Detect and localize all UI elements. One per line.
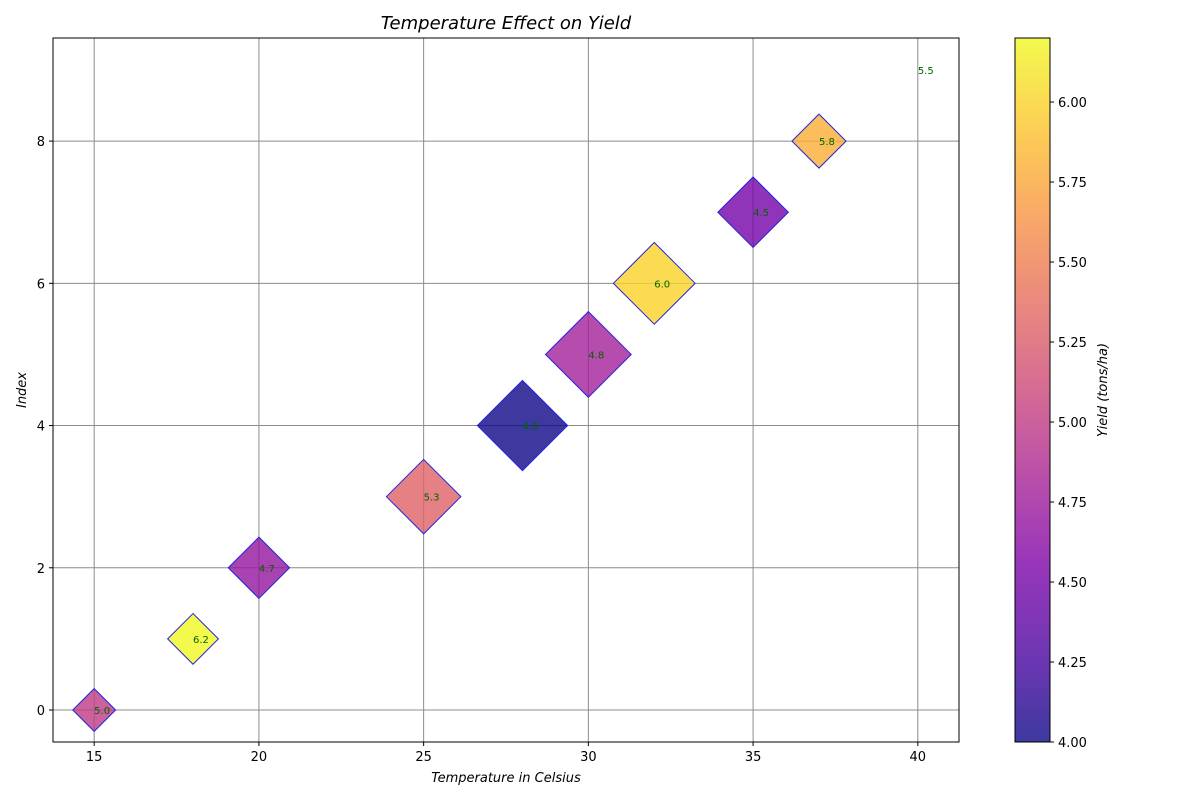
x-tick-label: 20 — [251, 750, 268, 765]
colorbar-tick-label: 4.50 — [1058, 576, 1087, 591]
data-point-label: 4.8 — [588, 350, 604, 361]
y-tick-label: 8 — [37, 135, 45, 150]
colorbar-title: Yield (tons/ha) — [1096, 343, 1111, 437]
colorbar-tick-label: 4.75 — [1058, 496, 1087, 511]
data-point-label: 5.0 — [94, 706, 110, 717]
colorbar-tick-label: 5.50 — [1058, 256, 1087, 271]
data-point-label: 5.3 — [424, 493, 440, 504]
y-tick-label: 4 — [37, 420, 45, 435]
data-point-marker — [72, 687, 117, 733]
colorbar-tick-label: 4.00 — [1058, 736, 1087, 751]
data-point-marker — [791, 113, 847, 169]
colorbar-tick-label: 5.00 — [1058, 416, 1087, 431]
x-axis-title: Temperature in Celsius — [431, 771, 581, 786]
colorbar-tick-label: 6.00 — [1058, 96, 1087, 111]
data-point-label: 5.5 — [918, 66, 934, 77]
x-tick-label: 25 — [415, 750, 432, 765]
data-point-marker — [612, 241, 696, 325]
x-tick-label: 35 — [745, 750, 762, 765]
data-point-label: 4.0 — [522, 422, 538, 433]
x-tick-label: 30 — [580, 750, 597, 765]
y-tick-label: 0 — [37, 704, 45, 719]
colorbar-tick-label: 5.25 — [1058, 336, 1087, 351]
colorbar-tick-label: 5.75 — [1058, 176, 1087, 191]
points-layer — [72, 113, 847, 733]
plot-frame — [52, 37, 960, 743]
colorbar — [1014, 37, 1051, 743]
x-tick-label: 40 — [910, 750, 927, 765]
data-point-marker — [544, 310, 632, 398]
colorbar-tick-label: 4.25 — [1058, 656, 1087, 671]
y-tick-label: 6 — [37, 277, 45, 292]
y-axis-ticks: 0 2 4 6 8 — [37, 135, 53, 719]
x-tick-label: 15 — [86, 750, 103, 765]
chart-title: Temperature Effect on Yield — [381, 13, 632, 34]
y-axis-title: Index — [15, 372, 30, 408]
data-point-marker — [717, 176, 790, 249]
data-point-marker — [476, 379, 569, 472]
y-tick-label: 2 — [37, 562, 45, 577]
data-point-label: 4.5 — [753, 208, 769, 219]
data-point-marker — [166, 612, 220, 665]
data-point-label: 4.7 — [259, 564, 275, 575]
colorbar-ticks: 4.00 4.25 4.50 4.75 5.00 5.25 5.50 5.75 6.00 — [1050, 96, 1087, 751]
data-labels: 5.0 6.2 4.7 5.3 4.0 4.8 6.0 4.5 5.8 5.5 — [94, 66, 934, 717]
data-point-marker — [385, 458, 462, 535]
x-axis-ticks: 15 20 25 30 35 40 — [86, 742, 926, 765]
data-point-label: 6.0 — [654, 279, 670, 290]
data-point-marker — [227, 536, 291, 600]
data-point-label: 6.2 — [193, 635, 209, 646]
data-point-label: 5.8 — [819, 137, 835, 148]
